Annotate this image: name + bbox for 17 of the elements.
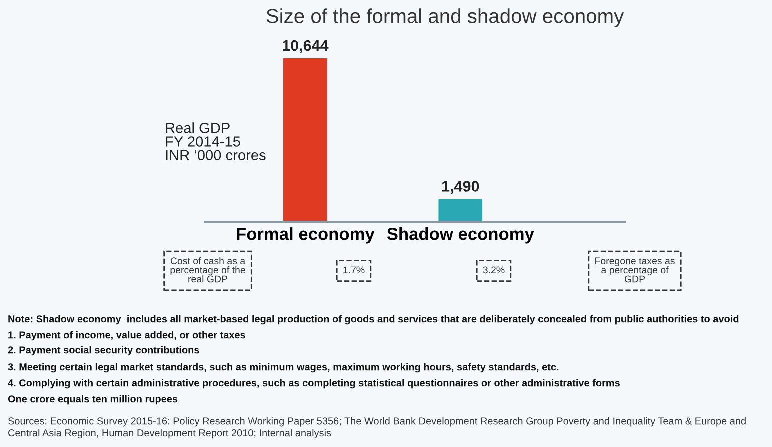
x-tick-label: Formal economy — [237, 228, 375, 244]
y-axis-title: Real GDP FY 2014-15 INR ‘000 crores — [166, 122, 266, 161]
data-label: 1,490 — [442, 181, 480, 194]
text: Foregone taxes as a percentage of GDP — [596, 258, 675, 283]
text: 3.2% — [483, 266, 505, 274]
text: Note: Shadow economy includes all market-based legal production of goods and services that are deliberately concealed from public authorities to avoid — [8, 315, 739, 325]
source-note: Sources: Economic Survey 2015-16: Policy Research Working Paper 5356; The World Bank Development Research Group Poverty and Inequality Team & Europe and Central Asia Region, Human Development Report 2010; Internal analysis — [8, 417, 746, 439]
text: 3. Meeting certain legal market standards, such as minimum wages, maximum working hours, safety standards, etc. — [8, 363, 559, 373]
text: 4. Complying with certain administrative procedures, such as completing statistical questionnaires or other administrative forms — [8, 379, 620, 389]
text: Cost of cash as a percentage of the real GDP — [170, 257, 246, 283]
chart-title: Size of the formal and shadow economy — [266, 8, 624, 28]
text: One crore equals ten million rupees — [8, 395, 178, 405]
data-label: 10,644 — [283, 40, 329, 54]
text: 2. Payment social security contributions — [8, 346, 200, 356]
text: 1. Payment of income, value added, or other taxes — [8, 331, 246, 341]
x-tick-label: Shadow economy — [387, 228, 534, 244]
text: 1.7% — [344, 266, 365, 274]
